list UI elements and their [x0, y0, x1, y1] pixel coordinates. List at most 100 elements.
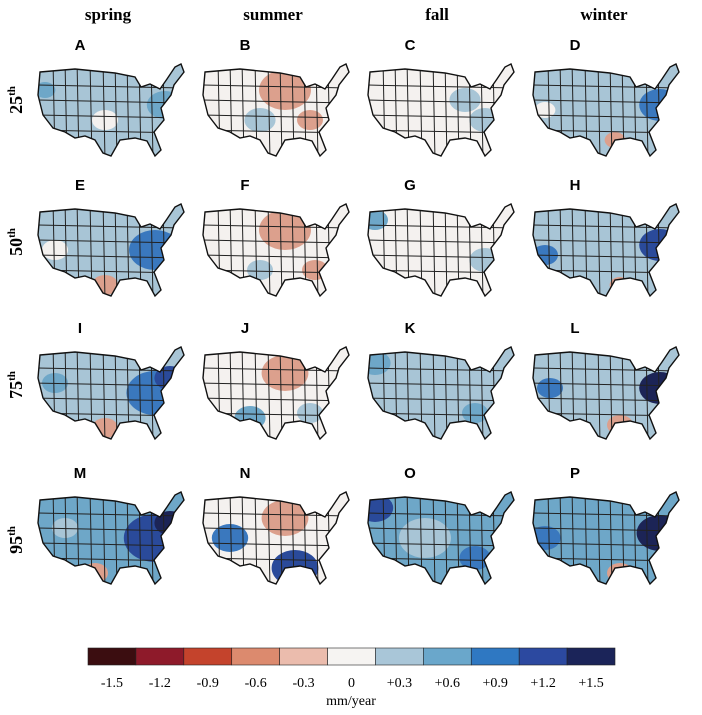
state-border	[203, 114, 349, 119]
row-label: 75th	[6, 371, 26, 399]
state-border	[162, 64, 166, 156]
colorbar-swatch	[518, 647, 568, 666]
map-fill	[38, 492, 184, 584]
colorbar-swatch	[470, 647, 520, 666]
colorbar-swatch	[87, 647, 137, 666]
us-map	[202, 346, 350, 441]
state-border	[38, 254, 184, 259]
us-map	[202, 63, 350, 158]
map-outline	[202, 63, 350, 158]
state-border	[533, 527, 679, 532]
map-outline	[202, 491, 350, 586]
us-map	[202, 203, 350, 298]
panel-letter: F	[240, 177, 249, 194]
state-border	[327, 492, 331, 584]
state-border	[368, 527, 514, 532]
us-map	[367, 63, 515, 158]
map-fill	[533, 492, 679, 584]
map-region	[154, 366, 184, 390]
us-map	[532, 346, 680, 441]
us-map	[532, 203, 680, 298]
map-fill	[203, 64, 349, 156]
state-border	[533, 114, 679, 119]
state-border	[203, 382, 349, 387]
state-border	[114, 64, 118, 156]
colorbar-label: +0.9	[483, 676, 508, 691]
us-map	[37, 346, 185, 441]
map-region	[534, 102, 556, 118]
map-outline	[37, 346, 185, 441]
state-border	[533, 99, 679, 104]
map-region	[368, 210, 388, 230]
column-header: spring	[85, 5, 132, 24]
state-border	[203, 239, 349, 244]
state-border	[327, 204, 331, 296]
row-label: 50th	[6, 228, 26, 256]
panel-letter: J	[241, 320, 249, 337]
colorbar-swatch	[423, 647, 472, 666]
state-border	[444, 347, 448, 439]
state-border	[444, 64, 448, 156]
map-outline	[202, 346, 350, 441]
state-border	[38, 397, 184, 402]
map-region	[129, 230, 181, 270]
map-fill	[38, 347, 184, 439]
panel-letter: G	[404, 177, 416, 194]
state-border	[432, 64, 436, 156]
state-border	[203, 542, 349, 547]
map-outline	[532, 491, 680, 586]
panel-letter: E	[75, 177, 85, 194]
map-fill	[203, 204, 349, 296]
state-border	[162, 204, 166, 296]
column-header: fall	[425, 5, 449, 24]
row-number: 75	[6, 381, 26, 399]
map-fill	[203, 347, 349, 439]
state-border	[38, 542, 184, 547]
map-fill	[368, 64, 514, 156]
map-region	[469, 108, 501, 132]
state-border	[38, 239, 184, 244]
state-border	[279, 204, 283, 296]
state-border	[368, 114, 514, 119]
state-border	[533, 382, 679, 387]
state-border	[444, 492, 448, 584]
map-region	[462, 403, 488, 423]
map-region	[247, 260, 273, 280]
state-border	[492, 492, 496, 584]
us-map	[37, 203, 185, 298]
map-region	[234, 406, 266, 430]
map-outline	[532, 63, 680, 158]
map-region	[261, 500, 309, 536]
state-border	[533, 239, 679, 244]
map-fill	[533, 64, 679, 156]
colorbar-swatch	[135, 647, 185, 666]
map-outline	[367, 203, 515, 298]
panel-letter: H	[570, 177, 581, 194]
map-region	[297, 403, 323, 423]
map-region	[92, 110, 118, 130]
colorbar-label: -1.5	[101, 676, 123, 691]
state-border	[267, 64, 271, 156]
state-border	[327, 347, 331, 439]
us-map	[37, 63, 185, 158]
colorbar-label: -1.2	[149, 676, 171, 691]
state-border	[203, 527, 349, 532]
state-border	[657, 64, 661, 156]
map-region	[607, 415, 633, 435]
state-border	[368, 99, 514, 104]
state-border	[609, 64, 613, 156]
colorbar-label: 0	[348, 676, 355, 691]
panel-letter: C	[405, 37, 416, 54]
us-map	[202, 491, 350, 586]
row-suffix: th	[6, 228, 18, 238]
state-border	[203, 397, 349, 402]
state-border	[533, 397, 679, 402]
state-border	[114, 492, 118, 584]
panel-letter: P	[570, 465, 580, 482]
us-map	[532, 491, 680, 586]
map-region	[639, 89, 679, 121]
map-base	[368, 204, 514, 296]
map-base	[38, 492, 184, 584]
colorbar-label: +0.3	[387, 676, 412, 691]
